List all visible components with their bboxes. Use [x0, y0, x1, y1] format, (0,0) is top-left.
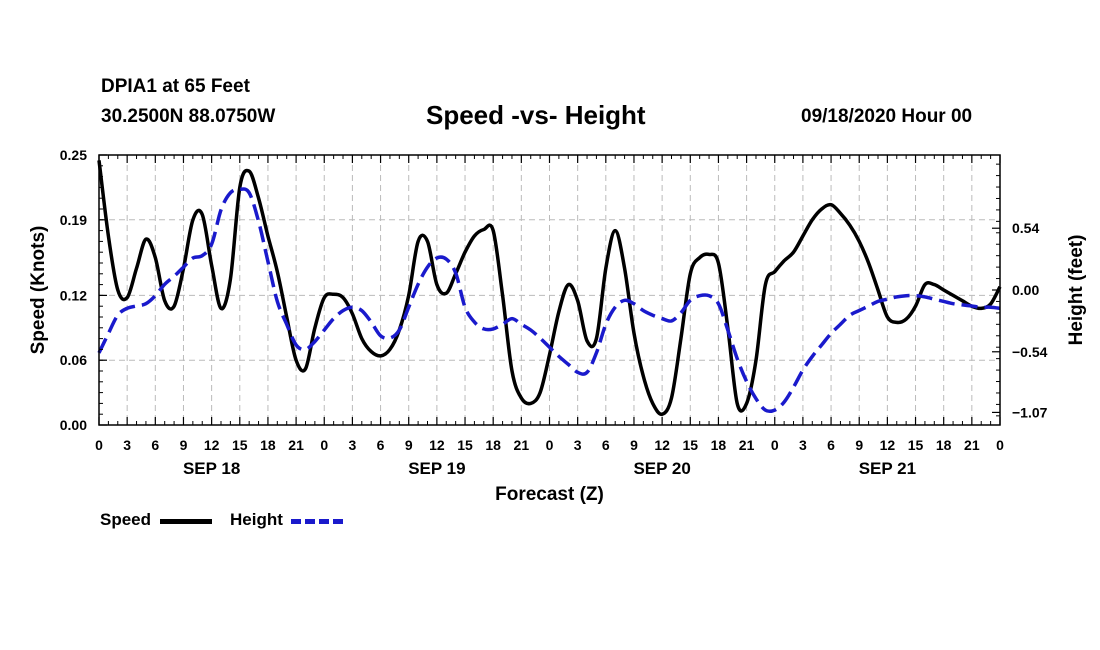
- x-tick-label: 12: [880, 437, 896, 453]
- x-tick-label: 15: [908, 437, 924, 453]
- legend-speed-label: Speed: [100, 510, 152, 529]
- x-tick-label: 18: [711, 437, 727, 453]
- station-name: DPIA1 at 65 Feet: [101, 76, 250, 97]
- date-label: SEP 18: [183, 459, 240, 478]
- grid-layer: [99, 155, 1000, 425]
- x-tick-label: 21: [964, 437, 980, 453]
- x-tick-label: 3: [799, 437, 807, 453]
- y2-tick-label: −0.54: [1012, 344, 1048, 360]
- x-tick-label: 9: [405, 437, 413, 453]
- axis-layer: 0 3 6 9 12 15 18 21 0 3 6 9 12 15 18 21 0 3 6 9 12 15 18 21 0 3 6 9…: [60, 147, 1048, 478]
- x-tick-label: 6: [151, 437, 159, 453]
- x-tick-label: 18: [485, 437, 501, 453]
- x-tick-label: 6: [602, 437, 610, 453]
- x-tick-label: 9: [630, 437, 638, 453]
- y2-tick-label: 0.00: [1012, 282, 1039, 298]
- x-tick-label: 15: [457, 437, 473, 453]
- y-axis-label: Speed (Knots): [28, 226, 49, 355]
- legend-height-swatch: [291, 519, 343, 524]
- y2-axis-label: Height (feet): [1066, 235, 1087, 346]
- x-tick-label: 18: [260, 437, 276, 453]
- x-tick-label: 0: [996, 437, 1004, 453]
- y-tick-label: 0.19: [60, 212, 87, 228]
- y2-tick-label: −1.07: [1012, 404, 1048, 420]
- x-tick-label: 9: [855, 437, 863, 453]
- x-tick-label: 0: [320, 437, 328, 453]
- x-tick-label: 3: [574, 437, 582, 453]
- date-label: SEP 20: [633, 459, 690, 478]
- y2-tick-label: 0.54: [1012, 220, 1039, 236]
- speed-series-line: [97, 160, 1002, 417]
- y-tick-label: 0.06: [60, 352, 87, 368]
- x-tick-label: 3: [349, 437, 357, 453]
- x-tick-label: 21: [514, 437, 530, 453]
- station-coordinates: 30.2500N 88.0750W: [101, 106, 276, 127]
- x-tick-label: 0: [546, 437, 554, 453]
- x-tick-label: 0: [95, 437, 103, 453]
- x-tick-label: 21: [288, 437, 304, 453]
- x-tick-label: 15: [682, 437, 698, 453]
- forecast-timestamp: 09/18/2020 Hour 00: [801, 106, 973, 127]
- y-tick-label: 0.12: [60, 287, 87, 303]
- legend-speed-swatch: [160, 519, 212, 524]
- y-tick-label: 0.25: [60, 147, 87, 163]
- x-tick-label: 12: [429, 437, 445, 453]
- date-label: SEP 19: [408, 459, 465, 478]
- date-label: SEP 21: [859, 459, 916, 478]
- x-tick-label: 15: [232, 437, 248, 453]
- x-tick-label: 12: [654, 437, 670, 453]
- series-layer: [97, 160, 1002, 417]
- x-tick-label: 9: [180, 437, 188, 453]
- x-axis-label: Forecast (Z): [495, 484, 604, 505]
- x-tick-label: 6: [827, 437, 835, 453]
- height-series-line: [97, 187, 1001, 414]
- x-tick-label: 6: [377, 437, 385, 453]
- x-tick-label: 21: [739, 437, 755, 453]
- x-tick-label: 12: [204, 437, 220, 453]
- x-tick-label: 0: [771, 437, 779, 453]
- y-tick-label: 0.00: [60, 417, 87, 433]
- legend-height-label: Height: [230, 510, 283, 529]
- x-tick-label: 3: [123, 437, 131, 453]
- x-tick-label: 18: [936, 437, 952, 453]
- chart-title: Speed -vs- Height: [426, 100, 646, 130]
